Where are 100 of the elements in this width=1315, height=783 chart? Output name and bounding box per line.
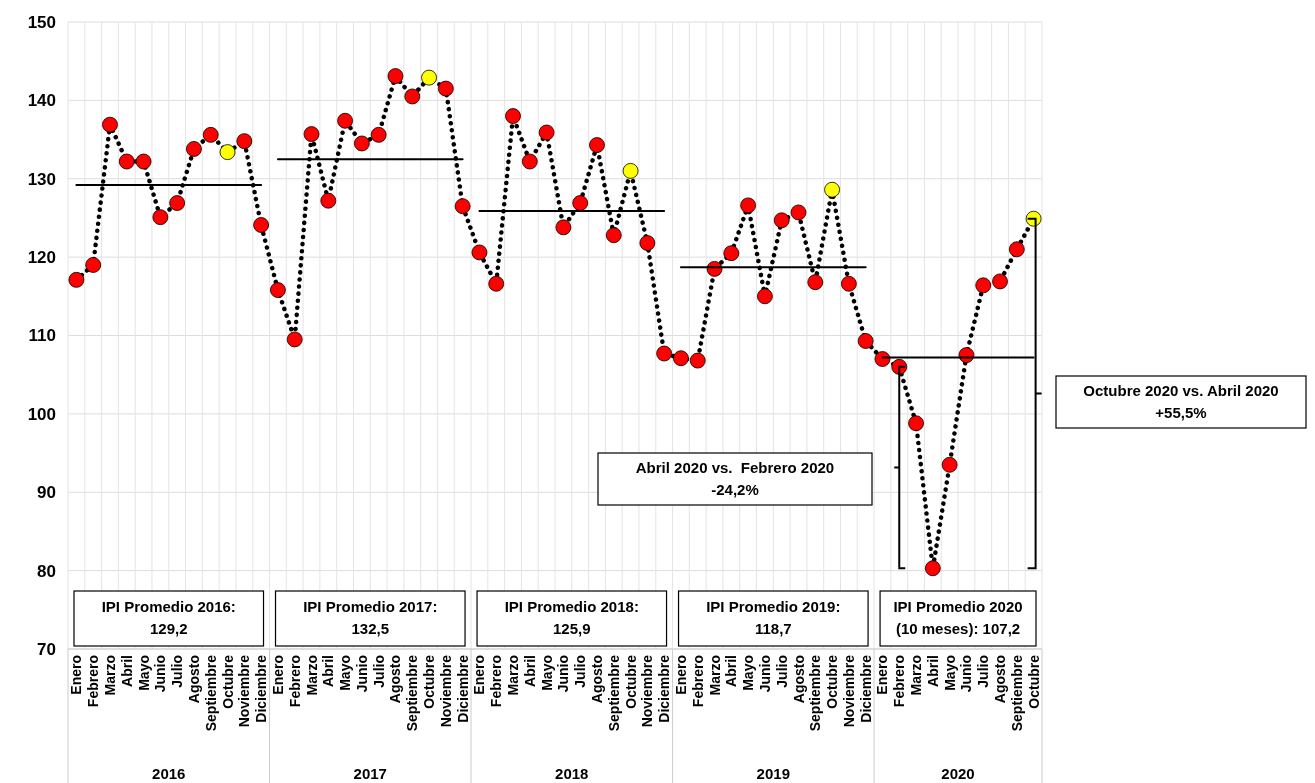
point bbox=[807, 274, 824, 291]
x-tick-label: Agosto bbox=[185, 655, 202, 704]
x-tick-label: Mayo bbox=[135, 655, 152, 691]
x-tick-label: Octubre bbox=[421, 654, 438, 709]
point bbox=[941, 456, 958, 473]
point bbox=[118, 153, 135, 170]
x-tick-label: Enero bbox=[68, 655, 85, 695]
x-tick-label: Mayo bbox=[740, 655, 757, 691]
x-tick-label: Agosto bbox=[790, 655, 807, 704]
point bbox=[773, 212, 790, 229]
point bbox=[85, 257, 102, 273]
x-tick-label: Marzo bbox=[505, 655, 522, 696]
x-tick-label: Mayo bbox=[941, 655, 958, 691]
point bbox=[757, 288, 773, 305]
point bbox=[353, 135, 370, 152]
x-tick-label: Marzo bbox=[101, 655, 118, 696]
x-tick-label: Abril bbox=[118, 655, 135, 687]
point bbox=[303, 126, 320, 142]
x-tick-label: Abril bbox=[924, 655, 941, 687]
point bbox=[975, 277, 992, 294]
y-tick-label: 70 bbox=[37, 639, 56, 659]
point bbox=[790, 204, 807, 221]
y-tick-label: 100 bbox=[27, 404, 56, 424]
x-tick-label: Septiembre bbox=[404, 654, 421, 732]
point bbox=[471, 244, 488, 261]
point bbox=[152, 209, 169, 226]
x-tick-label: Julio bbox=[572, 655, 589, 688]
point bbox=[555, 219, 572, 236]
x-tick-label: Marzo bbox=[303, 655, 320, 696]
x-tick-label: Octubre bbox=[824, 654, 841, 709]
y-tick-label: 120 bbox=[27, 248, 56, 268]
x-tick-label: Septiembre bbox=[202, 654, 219, 732]
x-tick-label: Marzo bbox=[706, 655, 723, 696]
point bbox=[270, 282, 286, 298]
x-tick-label: Febrero bbox=[488, 655, 505, 708]
x-tick-label: Agosto bbox=[992, 655, 1009, 704]
x-tick-label: Junio bbox=[555, 655, 572, 693]
point bbox=[202, 126, 219, 143]
point bbox=[135, 153, 152, 170]
x-tick-label: Enero bbox=[672, 655, 689, 695]
point bbox=[488, 275, 505, 292]
x-tick-label: Noviembre bbox=[840, 654, 857, 728]
point bbox=[572, 195, 589, 211]
x-tick-label: Diciembre bbox=[454, 654, 471, 723]
y-tick-label: 90 bbox=[37, 483, 56, 503]
point bbox=[186, 141, 202, 157]
text: Octubre 2020 vs. Abril 2020 +55,5% bbox=[1083, 382, 1279, 421]
x-tick-label: Abril bbox=[723, 655, 740, 687]
point bbox=[320, 192, 337, 209]
point bbox=[404, 88, 421, 105]
point bbox=[992, 273, 1008, 290]
x-tick-label: Enero bbox=[471, 655, 488, 695]
x-tick-label: Julio bbox=[169, 655, 186, 688]
x-tick-label: Agosto bbox=[387, 655, 404, 704]
x-tick-label: Diciembre bbox=[857, 654, 874, 723]
text: 2018 bbox=[555, 765, 589, 782]
annotation: IPI Promedio 2018: 125,9 bbox=[504, 598, 639, 637]
annotation: IPI Promedio 2019: 118,7 bbox=[706, 598, 841, 637]
x-tick-label: Febrero bbox=[689, 655, 706, 708]
x-tick-label: Enero bbox=[269, 655, 286, 695]
text: 2019 bbox=[756, 765, 790, 782]
x-tick-label: Junio bbox=[353, 655, 370, 693]
y-tick-label: 150 bbox=[27, 12, 56, 32]
annotation: IPI Promedio 2020 (10 meses): 107,2 bbox=[893, 598, 1023, 637]
point bbox=[68, 271, 85, 288]
point bbox=[1008, 241, 1025, 258]
point bbox=[840, 275, 857, 292]
x-tick-label: Abril bbox=[521, 655, 538, 687]
point bbox=[337, 112, 353, 129]
y-tick-label: 130 bbox=[27, 169, 56, 189]
point bbox=[370, 126, 387, 143]
point bbox=[219, 144, 236, 160]
x-tick-label: Noviembre bbox=[236, 654, 253, 728]
y-tick-label: 110 bbox=[28, 326, 56, 346]
point bbox=[605, 227, 622, 244]
point bbox=[874, 351, 891, 367]
y-tick-label: 80 bbox=[37, 561, 56, 581]
x-tick-label: Septiembre bbox=[807, 654, 824, 732]
x-tick-label: Julio bbox=[773, 655, 790, 688]
point bbox=[169, 195, 186, 211]
x-tick-label: Febrero bbox=[891, 655, 908, 708]
annotation: IPI Promedio 2017: 132,5 bbox=[303, 598, 438, 637]
point bbox=[857, 333, 874, 349]
point bbox=[521, 153, 538, 170]
text: 2016 bbox=[152, 765, 186, 782]
point bbox=[437, 80, 454, 97]
x-tick-label: Diciembre bbox=[656, 654, 673, 723]
x-tick-label: Noviembre bbox=[437, 654, 454, 728]
annotation: IPI Promedio 2016: 129,2 bbox=[101, 598, 236, 637]
x-tick-label: Abril bbox=[320, 655, 337, 687]
point bbox=[824, 181, 840, 198]
point bbox=[639, 235, 656, 251]
point bbox=[673, 350, 689, 367]
point bbox=[286, 331, 303, 348]
x-tick-label: Junio bbox=[958, 655, 975, 693]
x-tick-label: Junio bbox=[152, 655, 169, 693]
point bbox=[253, 217, 270, 233]
x-tick-label: Julio bbox=[975, 655, 992, 688]
point bbox=[689, 352, 706, 369]
x-tick-label: Octubre bbox=[622, 654, 639, 709]
